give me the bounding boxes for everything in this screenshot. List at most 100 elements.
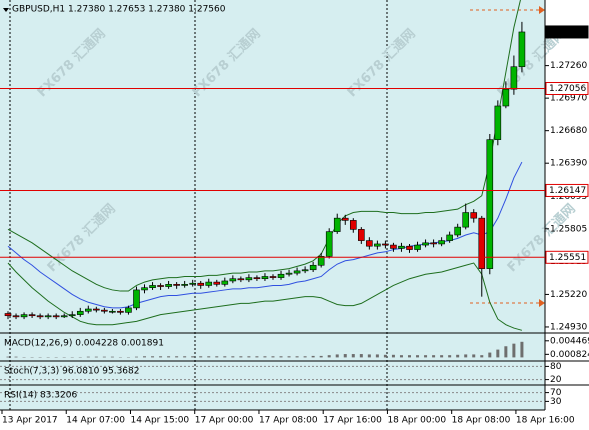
histogram-bar	[456, 354, 460, 358]
level-label: 1.27056	[549, 84, 586, 94]
candle-body	[494, 105, 502, 140]
histogram-bar	[335, 354, 339, 358]
candle-body	[181, 284, 188, 286]
candle-body	[422, 242, 429, 246]
histogram-bar	[440, 355, 444, 358]
candle-body	[285, 272, 293, 275]
histogram-bar	[151, 356, 155, 358]
panel-title: Stoch(7,3,3) 96.0810 95.3682	[4, 367, 139, 377]
candle-body	[76, 310, 84, 315]
candle-body	[237, 278, 245, 281]
histogram-bar	[86, 356, 90, 358]
candle-body	[269, 276, 277, 278]
candle-body	[333, 217, 341, 232]
histogram-bar	[263, 356, 267, 358]
panel-title: GBPUSD,H1 1.27380 1.27653 1.27380 1.2756…	[12, 5, 226, 15]
candle-body	[349, 220, 357, 230]
band-line	[7, 0, 521, 292]
candle-body	[149, 285, 156, 288]
histogram-bar	[167, 356, 171, 358]
candle-body	[358, 229, 365, 241]
histogram-bar	[391, 354, 395, 358]
candle-body	[93, 308, 100, 311]
y-tick-label: 1.25220	[550, 290, 587, 300]
candle-body	[60, 315, 68, 318]
candle-body	[301, 269, 309, 272]
level-box	[545, 25, 589, 39]
histogram-bar	[351, 354, 355, 358]
candle-body	[68, 314, 76, 317]
candle-body	[486, 139, 494, 269]
level-label: 1.25551	[549, 253, 586, 263]
candle-body	[189, 282, 196, 285]
projection-arrow	[539, 299, 545, 307]
histogram-bar	[303, 356, 307, 358]
histogram-bar	[472, 354, 476, 358]
x-tick-label: 18 Apr 16:00	[516, 416, 575, 426]
histogram-bar	[448, 355, 452, 358]
candle-body	[141, 287, 148, 291]
histogram-bar	[504, 346, 508, 358]
histogram-bar	[399, 355, 403, 358]
x-tick-label: 17 Apr 00:00	[195, 416, 254, 426]
histogram-bar	[416, 355, 420, 358]
histogram-bar	[496, 349, 500, 358]
histogram-bar	[295, 356, 299, 358]
level-label: 1.27560	[549, 27, 586, 37]
histogram-bar	[464, 354, 468, 358]
candle-body	[133, 289, 140, 309]
candle-body	[117, 310, 124, 313]
candle-body	[4, 313, 12, 317]
histogram-bar	[512, 343, 516, 358]
x-tick-label: 13 Apr 2017	[2, 416, 58, 426]
level-box	[545, 250, 589, 264]
candle-body	[406, 245, 413, 250]
candle-body	[382, 243, 389, 246]
histogram-bar	[359, 354, 363, 358]
candle-body	[293, 270, 301, 274]
histogram-bar	[215, 356, 219, 358]
y-tick-label: 0.000824	[550, 350, 589, 360]
histogram-bar	[319, 355, 323, 358]
histogram-bar	[383, 354, 387, 358]
panel-title: RSI(14) 83.3206	[4, 391, 77, 401]
candle-body	[502, 88, 510, 107]
candle-body	[309, 264, 317, 271]
candle-body	[173, 284, 180, 286]
candle-body	[325, 231, 333, 257]
y-tick-label: 70	[550, 388, 562, 398]
candle-body	[446, 234, 453, 241]
histogram-bar	[110, 356, 114, 358]
histogram-bar	[375, 354, 379, 358]
histogram-bar	[199, 356, 203, 358]
candle-body	[205, 281, 213, 286]
candle-body	[430, 242, 437, 245]
candle-body	[85, 308, 92, 312]
histogram-bar	[311, 355, 315, 358]
candle-body	[277, 273, 285, 278]
histogram-bar	[424, 355, 428, 358]
candle-body	[341, 217, 349, 221]
y-tick-label: 1.27260	[550, 61, 587, 71]
plot-background	[0, 0, 545, 410]
candle-body	[390, 244, 397, 249]
level-box	[545, 183, 589, 197]
candle-body	[101, 309, 108, 312]
histogram-bar	[488, 352, 492, 358]
x-tick-label: 18 Apr 08:00	[452, 416, 511, 426]
histogram-bar	[343, 354, 347, 358]
candle-body	[261, 276, 269, 280]
candle-body	[213, 281, 221, 285]
candle-body	[454, 226, 461, 236]
y-tick-label: 20	[550, 375, 562, 385]
x-tick-label: 17 Apr 08:00	[259, 416, 318, 426]
histogram-bar	[271, 356, 275, 358]
histogram-bar	[223, 356, 227, 358]
y-tick-label: 1.26970	[550, 94, 587, 104]
x-tick-label: 17 Apr 16:00	[323, 416, 382, 426]
histogram-bar	[159, 356, 163, 358]
candle-body	[20, 314, 28, 318]
candle-body	[398, 245, 405, 249]
histogram-bar	[207, 356, 211, 358]
histogram-bar	[14, 356, 18, 358]
